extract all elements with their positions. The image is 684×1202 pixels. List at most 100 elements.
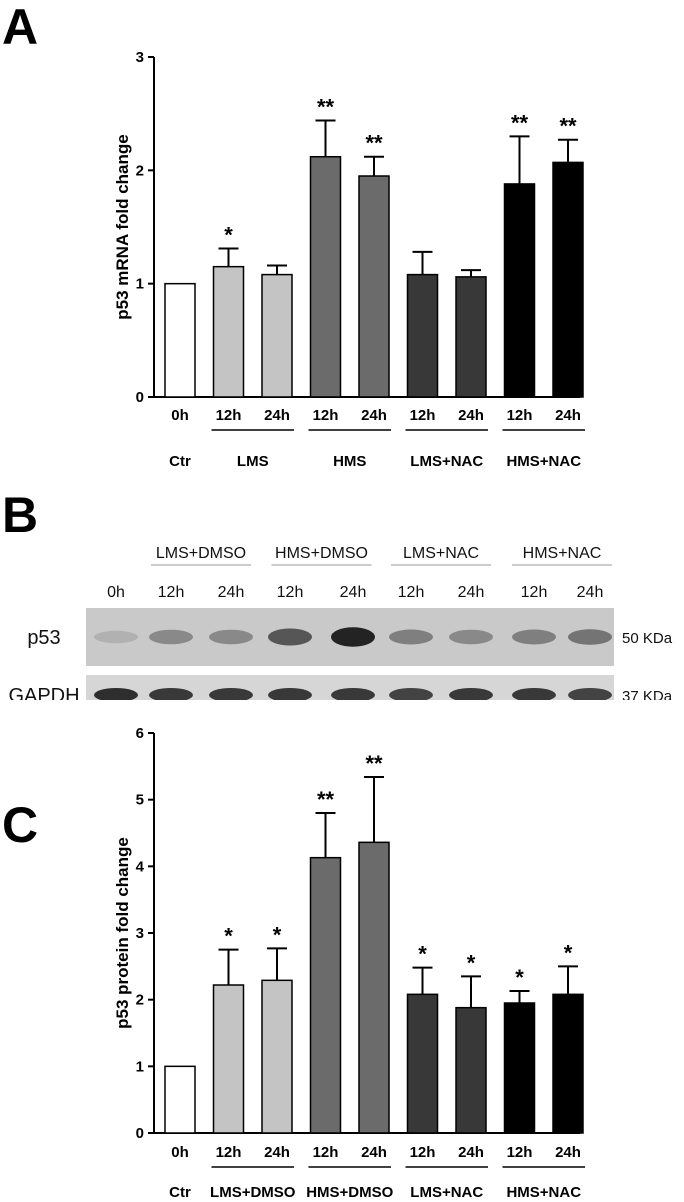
chart-c-y-tick-label: 2 [136, 992, 144, 1009]
panel-c-letter: C [2, 797, 39, 853]
chart-c-y-tick-label: 1 [136, 1058, 144, 1075]
chart-a-y-tick-label: 1 [136, 276, 144, 293]
blot-lane-label: 12h [277, 584, 304, 601]
blot-group-label: LMS+NAC [403, 545, 479, 562]
chart-a-y-tick-label: 2 [136, 162, 144, 179]
chart-a-x-tick-label: 12h [313, 407, 339, 424]
chart-c-significance-mark: ** [317, 787, 335, 812]
blot-lane-label: 24h [577, 584, 604, 601]
chart-c-bar [552, 993, 584, 1134]
chart-c-bar [261, 979, 293, 1134]
chart-c-y-tick-label: 3 [136, 925, 144, 942]
chart-c-y-tick-label: 5 [136, 792, 144, 809]
chart-c-y-tick-label: 4 [136, 858, 145, 875]
blot-mw-label: 37 KDa [622, 688, 673, 700]
chart-a-x-tick-label: 0h [171, 407, 189, 424]
chart-a-bar [552, 161, 584, 398]
blot-lane-label: 24h [340, 584, 367, 601]
chart-a-x-tick-label: 24h [458, 407, 484, 424]
blot-band-p53 [389, 629, 433, 645]
chart-c-x-tick-label: 12h [313, 1144, 339, 1161]
chart-c-significance-mark: * [467, 950, 476, 975]
chart-c-bar [212, 984, 245, 1134]
chart-a-y-tick-label: 0 [136, 389, 144, 406]
chart-c-group-label: LMS+NAC [410, 1184, 483, 1200]
chart-a-bar [455, 276, 487, 398]
blot-group-label: HMS+NAC [523, 545, 602, 562]
chart-a-y-tick-label: 3 [136, 49, 144, 66]
chart-c-x-tick-label: 24h [361, 1144, 387, 1161]
mrna-bar-chart: 0 1 2 3 p53 mRNA fold change 0h * 12h 24h ** 12h **… [113, 49, 585, 470]
blot-group-label: LMS+DMSO [156, 545, 246, 562]
blot-band-gapdh [149, 688, 193, 700]
blot-band-p53 [149, 629, 193, 645]
blot-band-p53 [568, 629, 612, 645]
chart-a-bar [309, 155, 342, 398]
blot-band-gapdh [331, 688, 375, 700]
chart-c-significance-mark: ** [365, 751, 383, 776]
chart-c-x-tick-label: 12h [410, 1144, 436, 1161]
chart-c-x-tick-label: 24h [458, 1144, 484, 1161]
chart-c-x-tick-label: 12h [216, 1144, 242, 1161]
chart-a-bar [358, 175, 390, 398]
chart-c-y-tick-label: 6 [136, 725, 144, 742]
chart-a-x-tick-label: 12h [410, 407, 436, 424]
chart-a-group-label: HMS [333, 453, 366, 470]
blot-band-gapdh [568, 688, 612, 700]
chart-c-bar [455, 1006, 487, 1134]
blot-mw-label: 50 KDa [622, 630, 673, 647]
chart-a-group-label: Ctr [169, 453, 191, 470]
chart-a-bar [406, 273, 439, 398]
chart-c-group-label: Ctr [169, 1184, 191, 1200]
blot-group-label: HMS+DMSO [275, 545, 368, 562]
chart-a-significance-mark: ** [559, 114, 577, 139]
panel-b-letter: B [2, 487, 39, 543]
chart-a-bar [164, 282, 196, 398]
chart-a-x-tick-label: 24h [264, 407, 290, 424]
chart-a-x-tick-label: 12h [216, 407, 242, 424]
blot-lane-label: 12h [521, 584, 548, 601]
chart-c-y-tick-label: 0 [136, 1125, 144, 1142]
blot-row-label: p53 [27, 627, 60, 649]
chart-a-significance-mark: ** [365, 131, 383, 156]
blot-band-gapdh [389, 688, 433, 700]
chart-c-group-label: LMS+DMSO [210, 1184, 296, 1200]
chart-a-significance-mark: * [224, 223, 233, 248]
chart-a-group-label: LMS [237, 453, 269, 470]
blot-band-gapdh [209, 688, 253, 700]
chart-c-significance-mark: * [273, 922, 282, 947]
chart-c-x-tick-label: 24h [555, 1144, 581, 1161]
blot-band-p53 [331, 627, 375, 647]
chart-c-bar [309, 856, 342, 1134]
blot-band-gapdh [94, 688, 138, 700]
blot-band-p53 [449, 629, 493, 645]
chart-a-x-tick-label: 24h [361, 407, 387, 424]
chart-c-bar [164, 1065, 196, 1134]
chart-a-bar [503, 183, 536, 398]
panel-a-letter: A [2, 0, 39, 55]
blot-lane-label: 24h [458, 584, 485, 601]
blot-band-gapdh [449, 688, 493, 700]
chart-a-group-label: HMS+NAC [506, 453, 581, 470]
chart-c-x-tick-label: 12h [507, 1144, 533, 1161]
chart-c-bar [406, 993, 439, 1134]
chart-a-bar [261, 273, 293, 398]
chart-c-y-axis-label: p53 protein fold change [113, 837, 132, 1029]
chart-c-significance-mark: * [515, 965, 524, 990]
chart-a-significance-mark: ** [317, 94, 335, 119]
blot-band-p53 [268, 628, 312, 646]
blot-band-p53 [512, 629, 556, 645]
chart-c-group-label: HMS+NAC [506, 1184, 581, 1200]
chart-c-significance-mark: * [224, 924, 233, 949]
blot-lane-label: 12h [158, 584, 185, 601]
chart-c-significance-mark: * [418, 942, 427, 967]
blot-band-gapdh [512, 688, 556, 700]
chart-a-x-tick-label: 24h [555, 407, 581, 424]
blot-band-p53 [94, 630, 138, 644]
blot-lane-label: 12h [398, 584, 425, 601]
chart-c-x-tick-label: 0h [171, 1144, 189, 1161]
protein-bar-chart: 0 1 2 3 4 5 6 p53 protein fold change 0h * 12h * 24h… [113, 725, 585, 1200]
blot-band-p53 [209, 629, 253, 645]
blot-row-label: GAPDH [8, 685, 79, 700]
chart-c-x-tick-label: 24h [264, 1144, 290, 1161]
